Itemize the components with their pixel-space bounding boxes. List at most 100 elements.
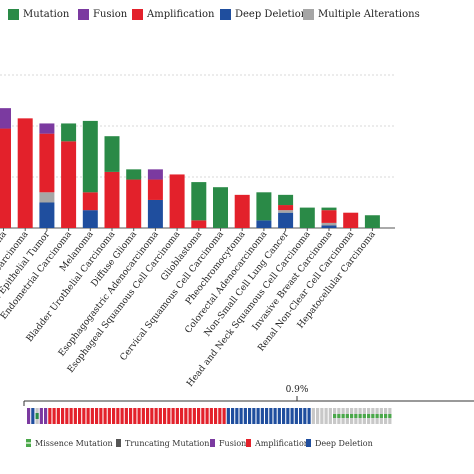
bar-deep_deletion — [321, 225, 337, 228]
oncoprint-sample-amplification — [214, 408, 218, 424]
oncoprint-sample-amplification — [188, 408, 192, 424]
bottom-legend-label-fusion: Fusion — [219, 438, 247, 448]
oncoprint-sample-amplification — [205, 408, 209, 424]
oncoprint-sample-amplification — [52, 408, 56, 424]
oncoprint-sample-fusion — [27, 408, 31, 424]
oncoprint-sample-unaltered — [328, 408, 332, 424]
oncoprint-sample-amplification — [56, 408, 60, 424]
oncoprint-sample-amplification — [192, 408, 196, 424]
oncoprint-sample-amplification — [124, 408, 128, 424]
oncoprint-sample-amplification — [103, 408, 107, 424]
oncoprint-sample-amplification — [120, 408, 124, 424]
oncoprint-sample-deep_deletion — [256, 408, 260, 424]
bottom-legend-item-amplification: Amplification — [246, 436, 309, 450]
bar-fusion — [147, 169, 163, 180]
oncoprint-sample-amplification — [154, 408, 158, 424]
oncoprint-sample-amplification — [222, 408, 226, 424]
bar-deep_deletion — [39, 202, 55, 228]
legend-label-mutation: Mutation — [23, 8, 70, 20]
oncoprint-sample-deep_deletion — [303, 408, 307, 424]
legend-swatch-amplification — [132, 8, 143, 20]
oncoprint-sample-amplification — [197, 408, 201, 424]
bar-deep_deletion — [82, 210, 98, 228]
oncoprint-sample-amplification — [150, 408, 154, 424]
oncoprint-mutation-mark — [375, 414, 379, 418]
bar-mutation — [126, 169, 142, 180]
oncoprint-sample-amplification — [129, 408, 133, 424]
oncoprint-sample-amplification — [218, 408, 222, 424]
bar-amplification — [17, 118, 33, 228]
bottom-legend-item-fusion: Fusion — [210, 436, 246, 450]
oncoprint-sample-unaltered — [311, 408, 315, 424]
bar-amplification — [0, 128, 11, 228]
bar-amplification — [191, 220, 207, 228]
oncoprint-sample-deep_deletion — [286, 408, 290, 424]
legend-swatch-multiple — [303, 8, 314, 20]
oncoprint-sample-amplification — [167, 408, 171, 424]
oncoprint-sample-amplification — [65, 408, 69, 424]
oncoprint-sample-deep_deletion — [269, 408, 273, 424]
oncoprint-sample-deep_deletion — [231, 408, 235, 424]
oncoprint-sample-amplification — [86, 408, 90, 424]
oncoprint-sample-amplification — [180, 408, 184, 424]
oncoprint-sample-unaltered — [316, 408, 320, 424]
oncoprint-sample-amplification — [82, 408, 86, 424]
oncoprint-sample-amplification — [61, 408, 65, 424]
bar-deep_deletion — [278, 212, 294, 228]
bar-amplification — [61, 141, 77, 228]
bottom-legend-swatch-amplification — [246, 439, 251, 447]
oncoprint-mutation-mark — [35, 413, 39, 419]
bar-amplification — [147, 179, 163, 200]
oncoprint-sample-fusion — [44, 408, 48, 424]
oncoprint-sample-deep_deletion — [248, 408, 252, 424]
bar-mutation — [82, 120, 98, 193]
oncoprint-sample-amplification — [95, 408, 99, 424]
legend-item-mutation: Mutation — [8, 5, 69, 23]
bottom-legend-label-truncating: Truncating Mutation — [125, 438, 210, 448]
oncoprint-sample-deep_deletion — [290, 408, 294, 424]
oncoprint-sample-fusion — [39, 408, 43, 424]
bar-amplification — [278, 205, 294, 211]
bar-multiple — [278, 210, 294, 213]
legend-item-deep-deletion: Deep Deletion — [220, 5, 307, 23]
oncoprint-sample-deep_deletion — [265, 408, 269, 424]
legend-label-multiple: Multiple Alterations — [318, 8, 420, 20]
oncoprint-sample-amplification — [171, 408, 175, 424]
bar-deep_deletion — [147, 199, 163, 228]
oncoprint-sample-amplification — [158, 408, 162, 424]
oncoprint-mutation-mark — [345, 414, 349, 418]
legend-swatch-deep-deletion — [220, 8, 231, 20]
bar-mutation — [321, 207, 337, 211]
bar-amplification — [39, 133, 55, 193]
oncoprint-sample-amplification — [90, 408, 94, 424]
legend-item-fusion: Fusion — [78, 5, 127, 23]
bottom-legend-swatch-fusion — [210, 439, 215, 447]
oncoprint-sample-deep_deletion — [260, 408, 264, 424]
bottom-legend-item-deep-deletion: Deep Deletion — [306, 436, 373, 450]
oncoprint-sample-amplification — [146, 408, 150, 424]
bar-amplification — [169, 174, 185, 228]
oncoprint-sample-amplification — [175, 408, 179, 424]
bottom-legend-label-amplification: Amplification — [255, 438, 309, 448]
oncoprint-mutation-mark — [358, 414, 362, 418]
bar-mutation — [104, 136, 120, 172]
bottom-legend-label-missense: Missence Mutation — [35, 438, 113, 448]
oncoprint-mutation-mark — [367, 414, 371, 418]
oncoprint-sample-deep_deletion — [31, 408, 35, 424]
oncoprint-sample-deep_deletion — [235, 408, 239, 424]
oncoprint-mutation-mark — [354, 414, 358, 418]
bar-mutation — [364, 215, 380, 228]
chart-legend: Mutation Fusion Amplification Deep Delet… — [0, 5, 474, 23]
oncoprint-sample-deep_deletion — [239, 408, 243, 424]
oncoprint-sample-unaltered — [320, 408, 324, 424]
bottom-legend-item-missense: Missence Mutation — [26, 436, 113, 450]
oncoprint-sample-amplification — [201, 408, 205, 424]
legend-label-fusion: Fusion — [93, 8, 128, 20]
bar-mutation — [61, 123, 77, 142]
bar-amplification — [343, 212, 359, 228]
oncoprint-sample-deep_deletion — [282, 408, 286, 424]
bar-mutation — [278, 194, 294, 206]
bar-fusion — [0, 108, 11, 129]
bar-multiple — [39, 192, 55, 203]
